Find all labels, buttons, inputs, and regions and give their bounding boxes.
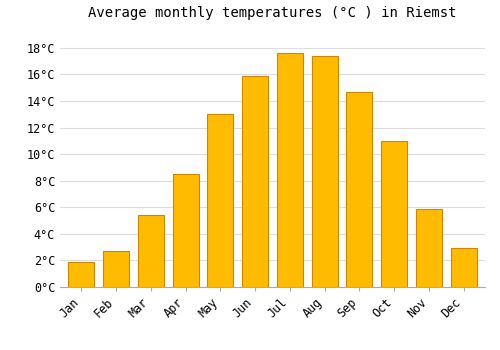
Bar	[312, 56, 338, 287]
Bar	[242, 76, 268, 287]
Bar	[277, 53, 303, 287]
Title: Average monthly temperatures (°C ) in Riemst: Average monthly temperatures (°C ) in Ri…	[88, 6, 457, 20]
Bar	[346, 92, 372, 287]
Bar	[138, 215, 164, 287]
Bar	[208, 114, 234, 287]
Bar	[172, 174, 199, 287]
Bar	[416, 209, 442, 287]
Bar	[381, 141, 407, 287]
Bar	[103, 251, 129, 287]
Bar	[450, 248, 477, 287]
Bar	[68, 262, 94, 287]
